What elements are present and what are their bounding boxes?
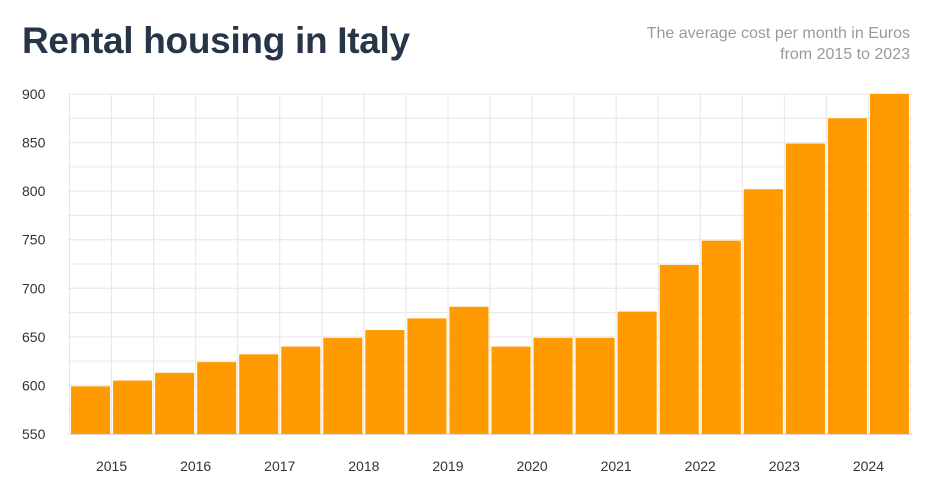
- bar: [533, 337, 573, 434]
- x-tick-label: 2021: [601, 458, 632, 474]
- y-tick-label: 600: [22, 377, 46, 393]
- bar: [827, 118, 867, 435]
- bar: [491, 346, 531, 434]
- bar: [701, 240, 741, 434]
- bar: [71, 386, 111, 434]
- x-tick-label: 2016: [180, 458, 211, 474]
- bar: [659, 264, 699, 434]
- gridlines: [68, 93, 912, 435]
- bar: [449, 306, 489, 434]
- x-tick-label: 2023: [769, 458, 800, 474]
- subtitle-line-1: The average cost per month in Euros: [646, 25, 910, 42]
- x-tick-label: 2022: [685, 458, 716, 474]
- bar: [197, 362, 237, 434]
- bar: [575, 337, 615, 434]
- x-tick-label: 2020: [516, 458, 547, 474]
- x-tick-label: 2018: [348, 458, 379, 474]
- bars: [71, 94, 909, 435]
- x-axis: 2015 2016 2017 2018 2019 2020 2021 2022 2023 2024: [70, 434, 912, 474]
- bar: [113, 380, 153, 434]
- y-tick-label: 900: [22, 86, 46, 102]
- y-tick-label: 550: [22, 426, 46, 442]
- chart-title: Rental housing in Italy: [22, 20, 410, 61]
- x-tick-label: 2019: [432, 458, 463, 474]
- bar: [617, 311, 657, 434]
- x-tick-label: 2015: [96, 458, 127, 474]
- bar: [785, 143, 825, 435]
- y-tick-label: 750: [22, 232, 46, 248]
- y-tick-label: 800: [22, 183, 46, 199]
- y-axis: 550 600 650 700 750 800 850 900: [22, 86, 46, 442]
- bar: [155, 372, 195, 434]
- subtitle-line-2: from 2015 to 2023: [780, 46, 910, 63]
- x-tick-label: 2024: [853, 458, 884, 474]
- y-tick-label: 700: [22, 280, 46, 296]
- x-tick-label: 2017: [264, 458, 295, 474]
- bar: [323, 337, 363, 434]
- y-tick-label: 650: [22, 329, 46, 345]
- bar: [281, 346, 321, 434]
- chart-subtitle: The average cost per month in Euros from…: [647, 23, 910, 65]
- bar: [239, 354, 279, 434]
- bar: [743, 189, 783, 434]
- y-tick-label: 850: [22, 135, 46, 151]
- bar: [365, 330, 405, 434]
- bar: [407, 318, 447, 434]
- bar: [869, 94, 909, 434]
